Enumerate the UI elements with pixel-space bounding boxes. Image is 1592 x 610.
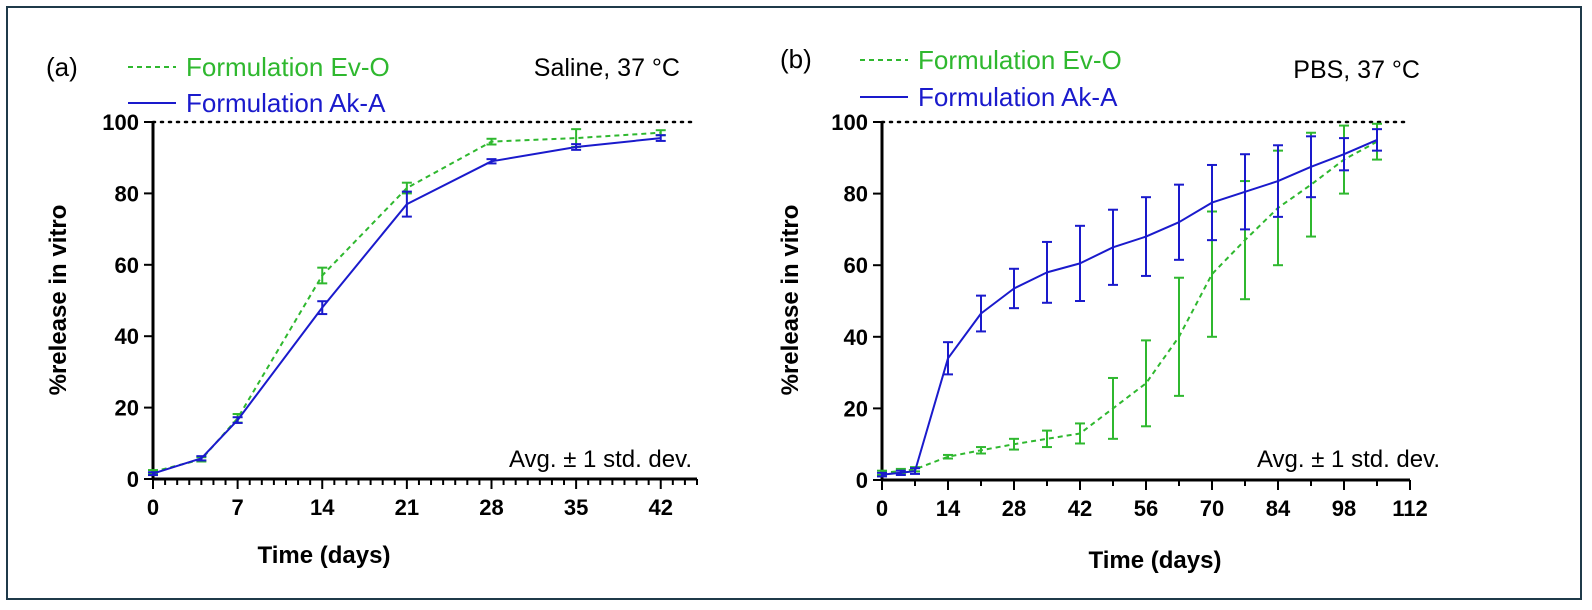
x-tick-label-a-7: 7 [231,495,243,520]
series-line-b-ak-a [881,138,1378,476]
x-axis-title-a: Time (days) [258,542,391,569]
condition-label-b: PBS, 37 °C [1293,56,1420,84]
y-tick-label-a-20: 20 [115,396,139,421]
y-tick-label-a-40: 40 [115,324,139,349]
x-tick-label-b-98: 98 [1332,496,1356,521]
x-tick-label-b-14: 14 [936,496,961,521]
y-tick-label-a-60: 60 [115,253,139,278]
legend-label-b-ak-a: Formulation Ak-A [918,82,1118,112]
x-tick-label-b-56: 56 [1134,496,1158,521]
legend-label-b-ev-o: Formulation Ev-O [918,45,1122,75]
series-line-a-ak-a [152,137,661,475]
y-axis-title-a: %release in vitro [45,205,72,396]
y-tick-label-b-60: 60 [844,253,868,278]
y-tick-label-b-20: 20 [844,396,868,421]
note-label-b: Avg. ± 1 std. dev. [1257,446,1440,473]
x-tick-label-a-0: 0 [147,495,159,520]
figure-frame [6,6,1582,600]
y-tick-label-a-100: 100 [102,110,139,135]
y-tick-label-b-100: 100 [831,110,868,135]
x-tick-label-b-84: 84 [1266,496,1291,521]
y-tick-label-b-80: 80 [844,182,868,207]
x-tick-label-b-112: 112 [1392,496,1428,521]
y-tick-label-b-0: 0 [856,468,868,493]
legend-label-a-ak-a: Formulation Ak-A [186,88,386,118]
series-line-b-ev-o [881,140,1378,474]
y-tick-label-b-40: 40 [844,325,868,350]
panel-label-b: (b) [780,44,812,74]
x-tick-label-b-42: 42 [1068,496,1092,521]
legend-label-a-ev-o: Formulation Ev-O [186,52,390,82]
condition-label-a: Saline, 37 °C [534,54,680,82]
x-axis-title-b: Time (days) [1089,547,1222,574]
note-label-a: Avg. ± 1 std. dev. [509,446,692,473]
x-tick-label-a-35: 35 [564,495,588,520]
x-tick-label-a-14: 14 [310,495,335,520]
x-tick-label-a-21: 21 [395,495,419,520]
panel-a: (a) Formulation Ev-O Formulation Ak-A Sa… [45,52,692,569]
panel-b: (b) Formulation Ev-O Formulation Ak-A PB… [777,44,1440,574]
x-tick-label-a-42: 42 [648,495,672,520]
series-line-a-ev-o [152,131,661,473]
plot-layer: 0 20 40 60 80 100 0 7 14 21 28 35 42 0 20 40 60 80 100 0 14 2… [102,110,1427,521]
y-axis-title-b: %release in vitro [777,205,804,396]
x-tick-label-b-0: 0 [876,496,888,521]
panel-label-a: (a) [46,52,78,82]
y-tick-label-a-0: 0 [127,467,139,492]
x-tick-label-b-28: 28 [1002,496,1026,521]
x-tick-label-a-28: 28 [479,495,503,520]
y-tick-label-a-80: 80 [115,181,139,206]
x-tick-label-b-70: 70 [1200,496,1224,521]
